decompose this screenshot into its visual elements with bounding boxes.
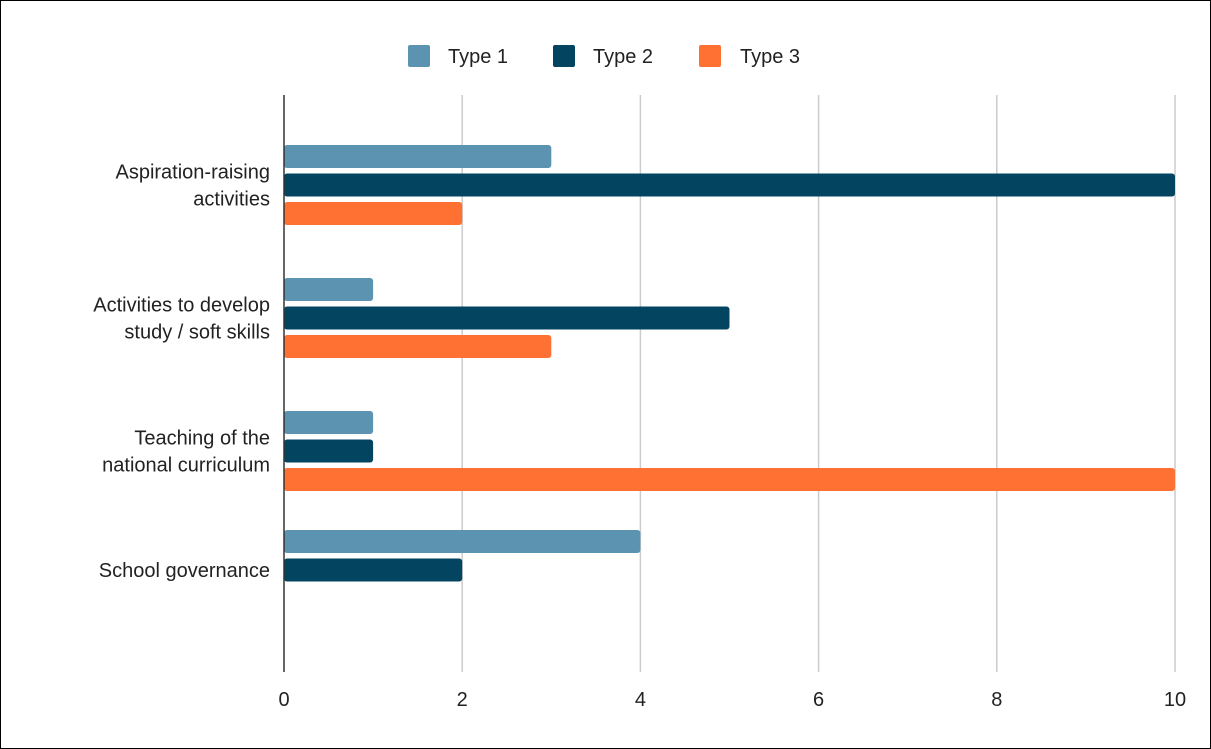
x-axis-ticks: 0 2 4 6 8 10	[278, 689, 1186, 711]
category-label-3: Teaching of the national curriculum	[102, 428, 270, 477]
x-tick-label: 10	[1164, 689, 1186, 711]
x-tick-label: 0	[278, 689, 289, 711]
legend-item-type-1: Type 1	[408, 45, 508, 68]
category-label-2: Activities to develop study / soft skills	[93, 295, 270, 344]
legend-swatch	[408, 45, 430, 67]
category-label-1: Aspiration-raising activities	[115, 162, 270, 211]
legend-label: Type 1	[448, 46, 508, 68]
bar-type-1-cat-4	[284, 530, 641, 553]
legend-swatch	[553, 45, 575, 67]
category-label-line: Aspiration-raising	[115, 162, 270, 184]
x-tick-label: 6	[813, 689, 824, 711]
bar-type-3-cat-3	[284, 468, 1175, 491]
x-tick-label: 2	[457, 689, 468, 711]
bar-type-2-cat-3	[284, 439, 374, 463]
legend: Type 1 Type 2 Type 3	[408, 45, 800, 68]
bar-type-3-cat-1	[284, 202, 463, 225]
category-label-line: national curriculum	[102, 455, 270, 477]
legend-item-type-2: Type 2	[553, 45, 653, 68]
category-label-line: Teaching of the	[134, 428, 270, 450]
category-labels: Aspiration-raising activities Activities t…	[93, 162, 270, 583]
bar-type-2-cat-1	[284, 173, 1175, 197]
category-label-line: School governance	[99, 560, 270, 582]
legend-item-type-3: Type 3	[699, 45, 800, 68]
x-tick-label: 8	[991, 689, 1002, 711]
category-label-line: study / soft skills	[124, 322, 270, 344]
legend-swatch	[699, 45, 721, 67]
x-tick-label: 4	[635, 689, 646, 711]
bar-type-1-cat-2	[284, 278, 374, 301]
bar-type-2-cat-4	[284, 558, 463, 582]
bars	[284, 145, 1175, 582]
bar-type-1-cat-1	[284, 145, 552, 168]
category-label-4: School governance	[99, 560, 270, 582]
category-label-line: activities	[193, 189, 270, 211]
legend-label: Type 2	[593, 46, 653, 68]
legend-label: Type 3	[740, 46, 800, 68]
bar-type-3-cat-2	[284, 335, 552, 358]
category-label-line: Activities to develop	[93, 295, 270, 317]
bar-type-2-cat-2	[284, 306, 730, 330]
bar-type-1-cat-3	[284, 411, 374, 434]
